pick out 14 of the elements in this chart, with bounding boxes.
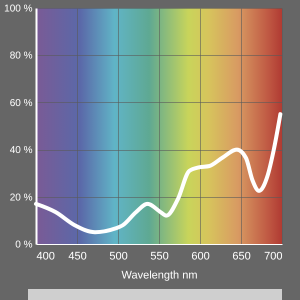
y-tick-label: 40 % bbox=[10, 145, 33, 156]
x-tick-label: 450 bbox=[68, 250, 87, 262]
y-tick-label: 20 % bbox=[10, 192, 33, 204]
y-tick-label: 60 % bbox=[10, 98, 33, 109]
y-tick-label: 0 % bbox=[15, 240, 33, 250]
x-tick-label: 400 bbox=[36, 250, 55, 262]
x-tick-label: 650 bbox=[232, 250, 251, 262]
x-tick-label: 600 bbox=[191, 250, 210, 262]
x-tick-label: 700 bbox=[264, 250, 282, 262]
y-tick-label: 100 % bbox=[4, 4, 33, 14]
x-tick-label: 500 bbox=[109, 250, 128, 262]
y-tick-label: 80 % bbox=[10, 50, 33, 62]
x-axis-title: Wavelength nm bbox=[121, 270, 198, 282]
x-tick-label: 550 bbox=[150, 250, 169, 262]
